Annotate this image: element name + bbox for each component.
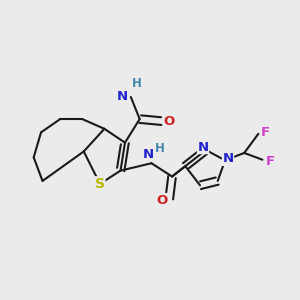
Text: N: N <box>116 91 128 103</box>
Text: N: N <box>197 141 208 154</box>
Text: H: H <box>132 77 142 90</box>
Text: O: O <box>164 115 175 128</box>
Text: O: O <box>156 194 167 207</box>
Text: N: N <box>223 152 234 165</box>
Text: F: F <box>265 155 274 168</box>
Text: S: S <box>95 177 105 191</box>
Text: N: N <box>143 148 154 161</box>
Text: F: F <box>261 126 270 139</box>
Text: H: H <box>155 142 165 155</box>
Text: H: H <box>133 79 143 92</box>
Text: N: N <box>116 91 128 103</box>
